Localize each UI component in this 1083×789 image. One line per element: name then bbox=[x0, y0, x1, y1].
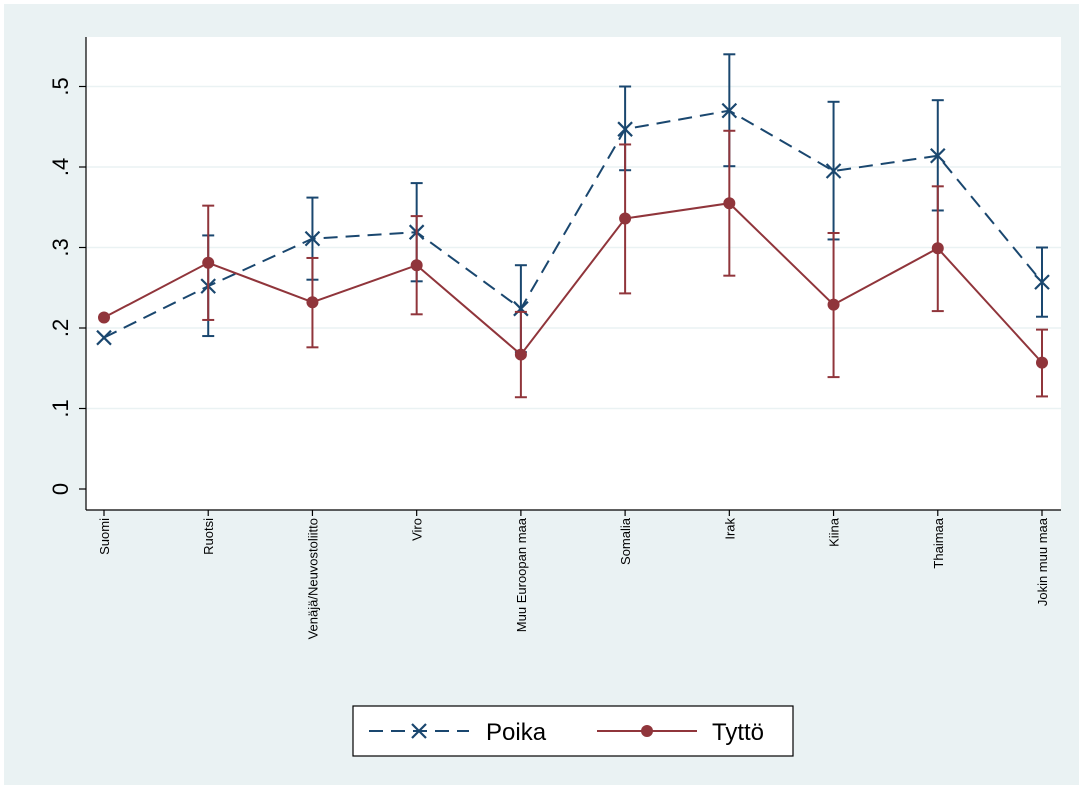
y-tick-label: .4 bbox=[48, 158, 73, 176]
series-layer bbox=[96, 53, 1050, 399]
data-point bbox=[825, 163, 842, 179]
legend-label: Tyttö bbox=[712, 719, 764, 746]
y-axis-ticks: 0 .1 .2 .3 .4 .5 bbox=[48, 77, 86, 495]
data-point bbox=[1036, 356, 1048, 369]
data-point bbox=[513, 300, 529, 317]
x-tick-label: Somalia bbox=[618, 517, 633, 565]
data-point bbox=[96, 329, 112, 346]
series-tytto bbox=[98, 129, 1048, 399]
data-point bbox=[619, 212, 632, 225]
x-tick-label: Jokin muu maa bbox=[1035, 517, 1050, 606]
y-tick-label: .3 bbox=[48, 238, 73, 256]
y-tick-label: .5 bbox=[48, 77, 73, 95]
series-line bbox=[103, 109, 1043, 339]
data-point bbox=[617, 121, 633, 137]
data-point bbox=[202, 256, 215, 269]
legend-entry: Poika bbox=[369, 719, 547, 746]
data-point bbox=[1034, 274, 1050, 290]
y-tick-label: 0 bbox=[48, 483, 73, 495]
data-point bbox=[721, 102, 738, 119]
x-tick-label: Irak bbox=[722, 518, 737, 540]
y-tick-label: .1 bbox=[48, 399, 73, 417]
legend-marker bbox=[641, 725, 653, 737]
data-point bbox=[931, 242, 944, 255]
data-point bbox=[827, 298, 840, 311]
legend-label: Poika bbox=[486, 719, 547, 746]
x-axis-ticks: Suomi Ruotsi Venäjä/Neuvostoliitto Viro Muu … bbox=[97, 510, 1050, 639]
x-tick-label: Thaimaa bbox=[931, 517, 946, 568]
data-point bbox=[410, 259, 423, 272]
legend-marker bbox=[411, 723, 427, 739]
data-point bbox=[930, 147, 946, 164]
gridlines bbox=[86, 85, 1061, 410]
x-tick-label: Venäjä/Neuvostoliitto bbox=[305, 518, 320, 639]
x-tick-label: Ruotsi bbox=[201, 518, 216, 555]
legend: Poika Tyttö bbox=[352, 705, 794, 757]
plot-area bbox=[86, 37, 1061, 510]
x-tick-label: Kiina bbox=[827, 517, 842, 547]
data-point bbox=[514, 348, 527, 361]
data-point bbox=[98, 311, 110, 324]
legend-entry: Tyttö bbox=[597, 719, 764, 746]
x-tick-label: Suomi bbox=[97, 518, 112, 555]
x-tick-label: Muu Euroopan maa bbox=[514, 517, 529, 632]
y-tick-label: .2 bbox=[48, 319, 73, 337]
x-tick-label: Viro bbox=[410, 518, 425, 541]
series-line bbox=[103, 202, 1043, 364]
data-point bbox=[723, 197, 736, 210]
data-point bbox=[306, 296, 319, 309]
data-point bbox=[304, 230, 321, 247]
